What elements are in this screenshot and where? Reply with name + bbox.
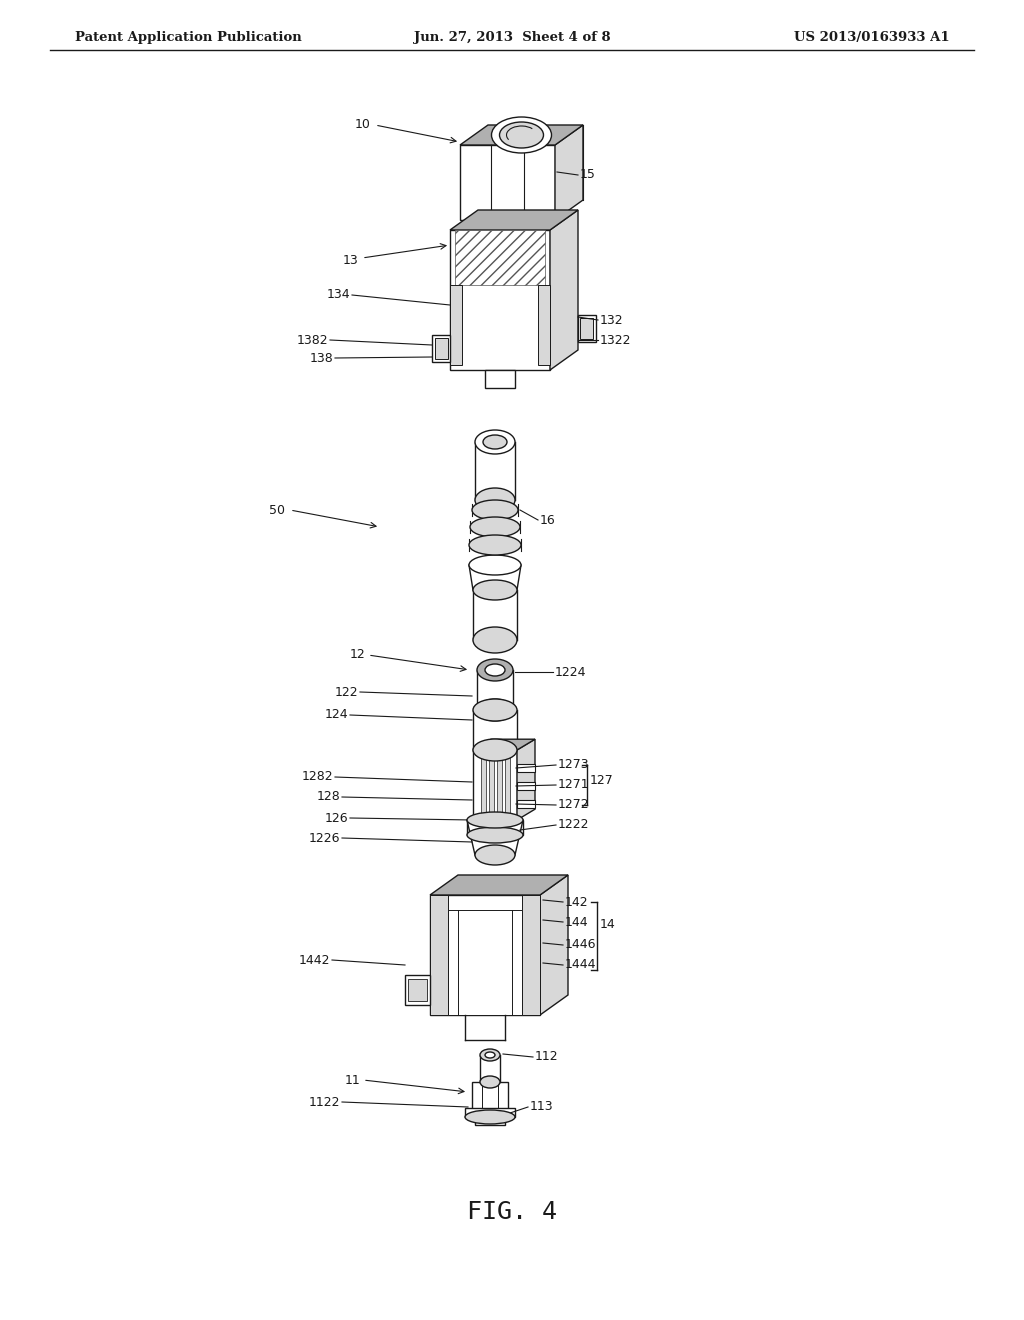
Polygon shape xyxy=(460,145,555,220)
Text: 50: 50 xyxy=(269,503,285,516)
Ellipse shape xyxy=(475,845,515,865)
Text: 12: 12 xyxy=(349,648,365,661)
Polygon shape xyxy=(450,210,578,230)
Polygon shape xyxy=(517,764,535,772)
Ellipse shape xyxy=(483,436,507,449)
Polygon shape xyxy=(473,739,535,750)
Ellipse shape xyxy=(480,1049,500,1061)
Text: 1273: 1273 xyxy=(558,759,590,771)
Polygon shape xyxy=(481,755,486,814)
Text: 1222: 1222 xyxy=(558,818,590,832)
Polygon shape xyxy=(580,318,593,339)
Polygon shape xyxy=(473,750,517,820)
Polygon shape xyxy=(450,230,550,370)
Ellipse shape xyxy=(472,500,518,520)
Text: 1322: 1322 xyxy=(600,334,632,346)
Ellipse shape xyxy=(469,554,521,576)
Text: 132: 132 xyxy=(600,314,624,326)
Text: 127: 127 xyxy=(590,774,613,787)
Polygon shape xyxy=(430,875,568,895)
Polygon shape xyxy=(467,820,523,836)
Text: 1226: 1226 xyxy=(308,832,340,845)
Text: 134: 134 xyxy=(327,289,350,301)
Polygon shape xyxy=(540,875,568,1015)
Ellipse shape xyxy=(475,430,515,454)
Polygon shape xyxy=(522,895,540,1015)
Polygon shape xyxy=(460,125,583,145)
Polygon shape xyxy=(450,285,462,366)
Ellipse shape xyxy=(469,535,521,554)
Text: 14: 14 xyxy=(600,919,615,932)
Text: 13: 13 xyxy=(342,253,358,267)
Ellipse shape xyxy=(473,579,517,601)
Ellipse shape xyxy=(470,517,520,537)
Ellipse shape xyxy=(473,739,517,762)
Text: 122: 122 xyxy=(335,685,358,698)
Polygon shape xyxy=(406,975,430,1005)
Text: 1442: 1442 xyxy=(299,953,330,966)
Polygon shape xyxy=(465,1107,515,1117)
Text: 142: 142 xyxy=(565,895,589,908)
Polygon shape xyxy=(578,315,596,342)
Ellipse shape xyxy=(467,828,523,843)
Polygon shape xyxy=(555,125,583,220)
Polygon shape xyxy=(435,338,449,359)
Text: 16: 16 xyxy=(540,513,556,527)
Polygon shape xyxy=(485,370,515,388)
Ellipse shape xyxy=(467,812,523,828)
Polygon shape xyxy=(430,895,449,1015)
Text: 112: 112 xyxy=(535,1051,559,1064)
Text: 144: 144 xyxy=(565,916,589,928)
Polygon shape xyxy=(538,285,550,366)
Text: 11: 11 xyxy=(344,1073,360,1086)
Ellipse shape xyxy=(473,627,517,653)
Polygon shape xyxy=(408,979,427,1001)
Text: 1272: 1272 xyxy=(558,799,590,812)
Ellipse shape xyxy=(477,700,513,721)
Polygon shape xyxy=(505,755,510,814)
Text: 15: 15 xyxy=(580,169,596,181)
Polygon shape xyxy=(472,1082,508,1110)
Polygon shape xyxy=(517,739,535,820)
Polygon shape xyxy=(550,210,578,370)
Ellipse shape xyxy=(465,1110,515,1125)
Ellipse shape xyxy=(485,1052,495,1059)
Ellipse shape xyxy=(475,488,515,512)
Ellipse shape xyxy=(480,1076,500,1088)
Polygon shape xyxy=(449,909,522,1015)
Text: 126: 126 xyxy=(325,812,348,825)
Text: 124: 124 xyxy=(325,709,348,722)
Text: 1282: 1282 xyxy=(301,771,333,784)
Text: Patent Application Publication: Patent Application Publication xyxy=(75,30,302,44)
Polygon shape xyxy=(475,1115,505,1125)
Text: 1271: 1271 xyxy=(558,779,590,792)
Polygon shape xyxy=(432,335,450,362)
Text: 138: 138 xyxy=(309,351,333,364)
Text: 1382: 1382 xyxy=(296,334,328,346)
Text: FIG. 4: FIG. 4 xyxy=(467,1200,557,1224)
Ellipse shape xyxy=(477,659,513,681)
Polygon shape xyxy=(455,230,545,285)
Text: 128: 128 xyxy=(316,791,340,804)
Polygon shape xyxy=(489,755,494,814)
Ellipse shape xyxy=(492,117,552,153)
Polygon shape xyxy=(497,755,502,814)
Text: 113: 113 xyxy=(530,1101,554,1114)
Polygon shape xyxy=(430,895,540,1015)
Polygon shape xyxy=(517,800,535,808)
Text: 1224: 1224 xyxy=(555,665,587,678)
Ellipse shape xyxy=(500,121,544,148)
Ellipse shape xyxy=(473,700,517,721)
Ellipse shape xyxy=(485,664,505,676)
Text: US 2013/0163933 A1: US 2013/0163933 A1 xyxy=(795,30,950,44)
Text: 10: 10 xyxy=(355,119,371,132)
Text: 1444: 1444 xyxy=(565,958,597,972)
Polygon shape xyxy=(517,781,535,789)
Text: Jun. 27, 2013  Sheet 4 of 8: Jun. 27, 2013 Sheet 4 of 8 xyxy=(414,30,610,44)
Text: 1122: 1122 xyxy=(308,1096,340,1109)
Text: 1446: 1446 xyxy=(565,939,597,952)
